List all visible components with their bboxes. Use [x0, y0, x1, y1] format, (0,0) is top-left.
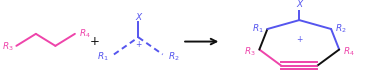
Text: X: X: [296, 0, 302, 9]
Text: +: +: [296, 35, 302, 44]
Text: +: +: [90, 35, 99, 48]
Text: X: X: [135, 13, 141, 22]
Text: +: +: [135, 40, 141, 49]
Text: $\mathit{R}_2$: $\mathit{R}_2$: [335, 23, 347, 35]
Text: $\mathit{R}_3$: $\mathit{R}_3$: [2, 40, 14, 53]
Text: $\mathit{R}_4$: $\mathit{R}_4$: [343, 46, 355, 58]
Text: $\mathit{R}_1$: $\mathit{R}_1$: [252, 23, 263, 35]
Text: $\mathit{R}_3$: $\mathit{R}_3$: [244, 46, 256, 58]
Text: $\mathit{R}_4$: $\mathit{R}_4$: [79, 28, 91, 40]
Text: $\mathit{R}_1$: $\mathit{R}_1$: [97, 51, 109, 63]
Text: $\mathit{R}_2$: $\mathit{R}_2$: [167, 51, 179, 63]
